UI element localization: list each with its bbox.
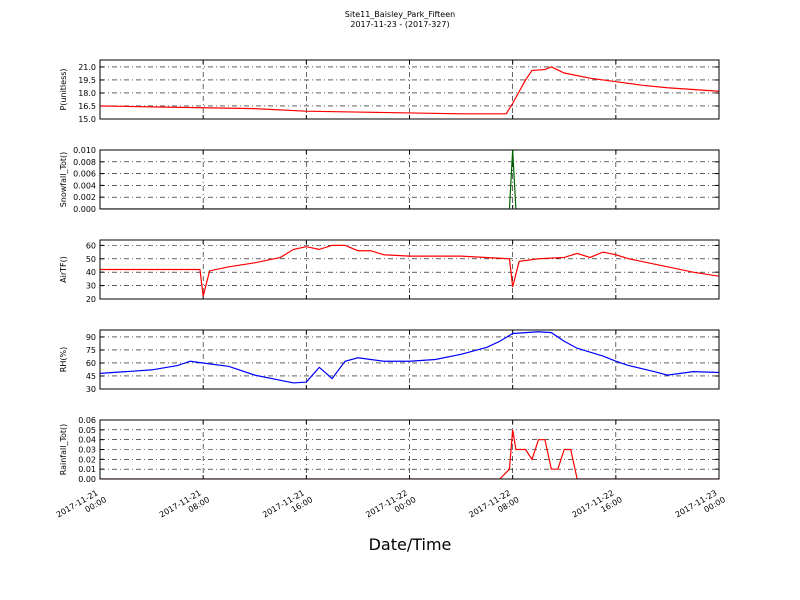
- y-tick-label: 20: [86, 295, 96, 304]
- y-tick-label: 19.5: [78, 76, 96, 85]
- axes-frame: [99, 59, 720, 120]
- data-line: [100, 429, 719, 479]
- x-axis-label: Date/Time: [369, 535, 452, 554]
- y-tick-label: 0.006: [73, 170, 96, 179]
- y-tick-label: 90: [86, 333, 96, 342]
- y-tick-label: 60: [86, 359, 96, 368]
- y-tick-label: 0.008: [73, 158, 96, 167]
- y-tick-label: 0.010: [73, 146, 96, 155]
- y-tick-label: 30: [86, 385, 96, 394]
- data-line: [100, 331, 719, 384]
- y-tick-label: 18.0: [78, 89, 96, 98]
- y-axis-label: AirTF(): [59, 256, 68, 283]
- plot-area: [100, 66, 719, 115]
- y-tick-label: 0.002: [73, 193, 96, 202]
- y-tick-label: 40: [86, 268, 96, 277]
- data-line: [100, 66, 719, 115]
- y-tick-label: 0.01: [78, 465, 96, 474]
- y-axis-label: Snowfall_Tot(): [59, 152, 68, 208]
- y-tick-label: 0.000: [73, 205, 96, 214]
- plot-area: [100, 331, 719, 384]
- y-tick-label: 60: [86, 241, 96, 250]
- y-tick-label: 0.00: [78, 475, 96, 484]
- y-axis-label: Rainfall_Tot(): [59, 424, 68, 476]
- y-tick-label: 30: [86, 282, 96, 291]
- y-tick-label: 0.03: [78, 446, 96, 455]
- y-tick-label: 16.5: [78, 102, 96, 111]
- y-tick-label: 0.004: [73, 181, 96, 190]
- axes-frame: [99, 149, 720, 210]
- y-axis-label: P(unitless): [59, 68, 68, 110]
- y-tick-label: 21.0: [78, 63, 96, 72]
- y-tick-label: 0.02: [78, 455, 96, 464]
- axes-frame: [99, 239, 720, 300]
- axes-frame: [99, 329, 720, 390]
- y-tick-label: 0.06: [78, 416, 96, 425]
- figure-subtitle: 2017-11-23 - (2017-327): [350, 20, 449, 29]
- y-tick-label: 50: [86, 255, 96, 264]
- plot-area: [100, 244, 719, 297]
- y-tick-label: 45: [86, 372, 96, 381]
- y-tick-label: 0.05: [78, 426, 96, 435]
- data-line: [100, 244, 719, 297]
- y-axis-label: RH(%): [59, 347, 68, 372]
- y-tick-label: 0.04: [78, 436, 96, 445]
- plot-area: [100, 429, 719, 479]
- y-tick-label: 75: [86, 346, 96, 355]
- figure-title: Site11_Baisley_Park_Fifteen: [345, 10, 455, 19]
- y-tick-label: 15.0: [78, 115, 96, 124]
- axes-frame: [99, 419, 720, 480]
